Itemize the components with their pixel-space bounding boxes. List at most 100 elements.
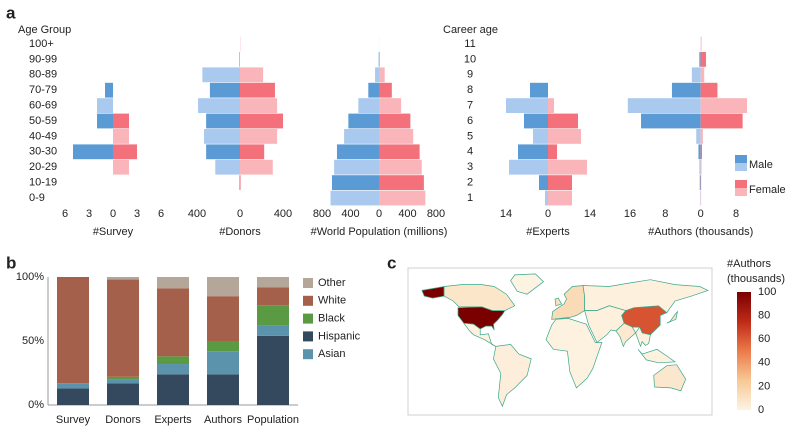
bar [334,159,379,175]
bar [379,113,411,129]
x-tick-label: 14 [584,208,596,220]
bar [671,82,701,98]
bar [530,82,548,98]
y-tick-label: 9 [467,69,473,81]
country [443,284,516,311]
bar [206,113,240,129]
y-tick-label: 3 [467,161,473,173]
x-tick-label: 800 [313,208,331,220]
bar [700,67,705,83]
y-tick-label: 90-99 [29,53,57,65]
bar [700,36,702,52]
bar-segment [107,376,139,380]
x-tick-label: 0 [545,208,551,220]
colorbar-tick-label: 100 [758,286,776,298]
bar-segment [207,341,239,352]
colorbar-tick-label: 80 [758,310,770,322]
bar [240,144,265,160]
bar [198,98,240,113]
bar [379,82,392,98]
y-tick-label: 20-29 [29,161,57,173]
y-tick-label: 4 [467,146,473,158]
bar-segment [207,351,239,375]
bar [348,113,379,129]
bar [239,52,240,67]
x-tick-label: 400 [188,208,206,220]
legend-label: Black [318,313,345,325]
bar [518,144,548,160]
bar [524,113,548,129]
x-axis-title: #World Population (millions) [311,226,448,238]
bar [539,175,548,190]
bar [379,159,422,175]
bar [700,113,743,129]
colorbar-title: #Authors [727,258,772,270]
bar-segment [107,279,139,377]
bar [358,98,379,113]
y-tick-label: 30-30 [29,146,57,158]
x-tick-label: 8 [662,208,668,220]
bar [700,98,748,113]
bar [202,67,240,83]
bar-segment [57,277,89,384]
y-tick-label: 8 [467,84,473,96]
bar [533,129,548,144]
y-tick-label: 80-89 [29,69,57,81]
y-tick-label: 10 [464,53,476,65]
bar [105,82,113,98]
x-tick-label: Experts [154,414,192,426]
country [463,322,496,347]
country [653,364,687,392]
y-tick-label: 50-59 [29,115,57,127]
y-tick-label: 0-9 [29,192,45,204]
legend-swatch [303,295,313,306]
bar [330,190,379,206]
country [421,286,445,299]
bar [548,144,557,160]
colorbar-tick-label: 0 [758,404,764,416]
bar [240,67,264,83]
bar [97,98,113,113]
legend-swatch [303,331,313,342]
legend-label: Other [318,277,346,289]
x-tick-label: 16 [624,208,636,220]
bar [113,159,129,175]
y-tick-label: 11 [464,38,475,50]
x-tick-label: Donors [105,414,141,426]
bar [379,67,385,83]
country [637,348,677,364]
bar [113,144,137,160]
bar [97,113,113,129]
bar [240,98,278,113]
bar [700,129,703,144]
bar [548,175,572,190]
country [615,322,637,348]
colorbar-title: (thousands) [727,273,785,285]
colorbar-tick-label: 60 [758,333,770,345]
colorbar-tick-label: 20 [758,380,770,392]
bar [379,175,424,190]
bar [240,113,283,129]
bar [368,82,379,98]
x-tick-label: 3 [86,208,92,220]
bar [113,113,129,129]
y-tick-label: 100+ [29,38,54,50]
x-tick-label: Authors [204,414,242,426]
x-tick-label: 0 [698,208,704,220]
y-axis-title: Career age [443,24,498,36]
x-tick-label: 3 [134,208,140,220]
bar [379,129,414,144]
bar [698,144,701,160]
bar [209,82,240,98]
bar [696,129,701,144]
bar-segment [257,305,289,326]
country [551,285,585,320]
bar-segment [157,374,189,405]
bar-segment [157,356,189,365]
colorbar-tick-label: 40 [758,357,770,369]
legend-label: White [318,295,346,307]
bar [627,98,701,113]
x-tick-label: Population [247,414,299,426]
bar-segment [257,287,289,306]
y-tick-label: 70-79 [29,84,57,96]
